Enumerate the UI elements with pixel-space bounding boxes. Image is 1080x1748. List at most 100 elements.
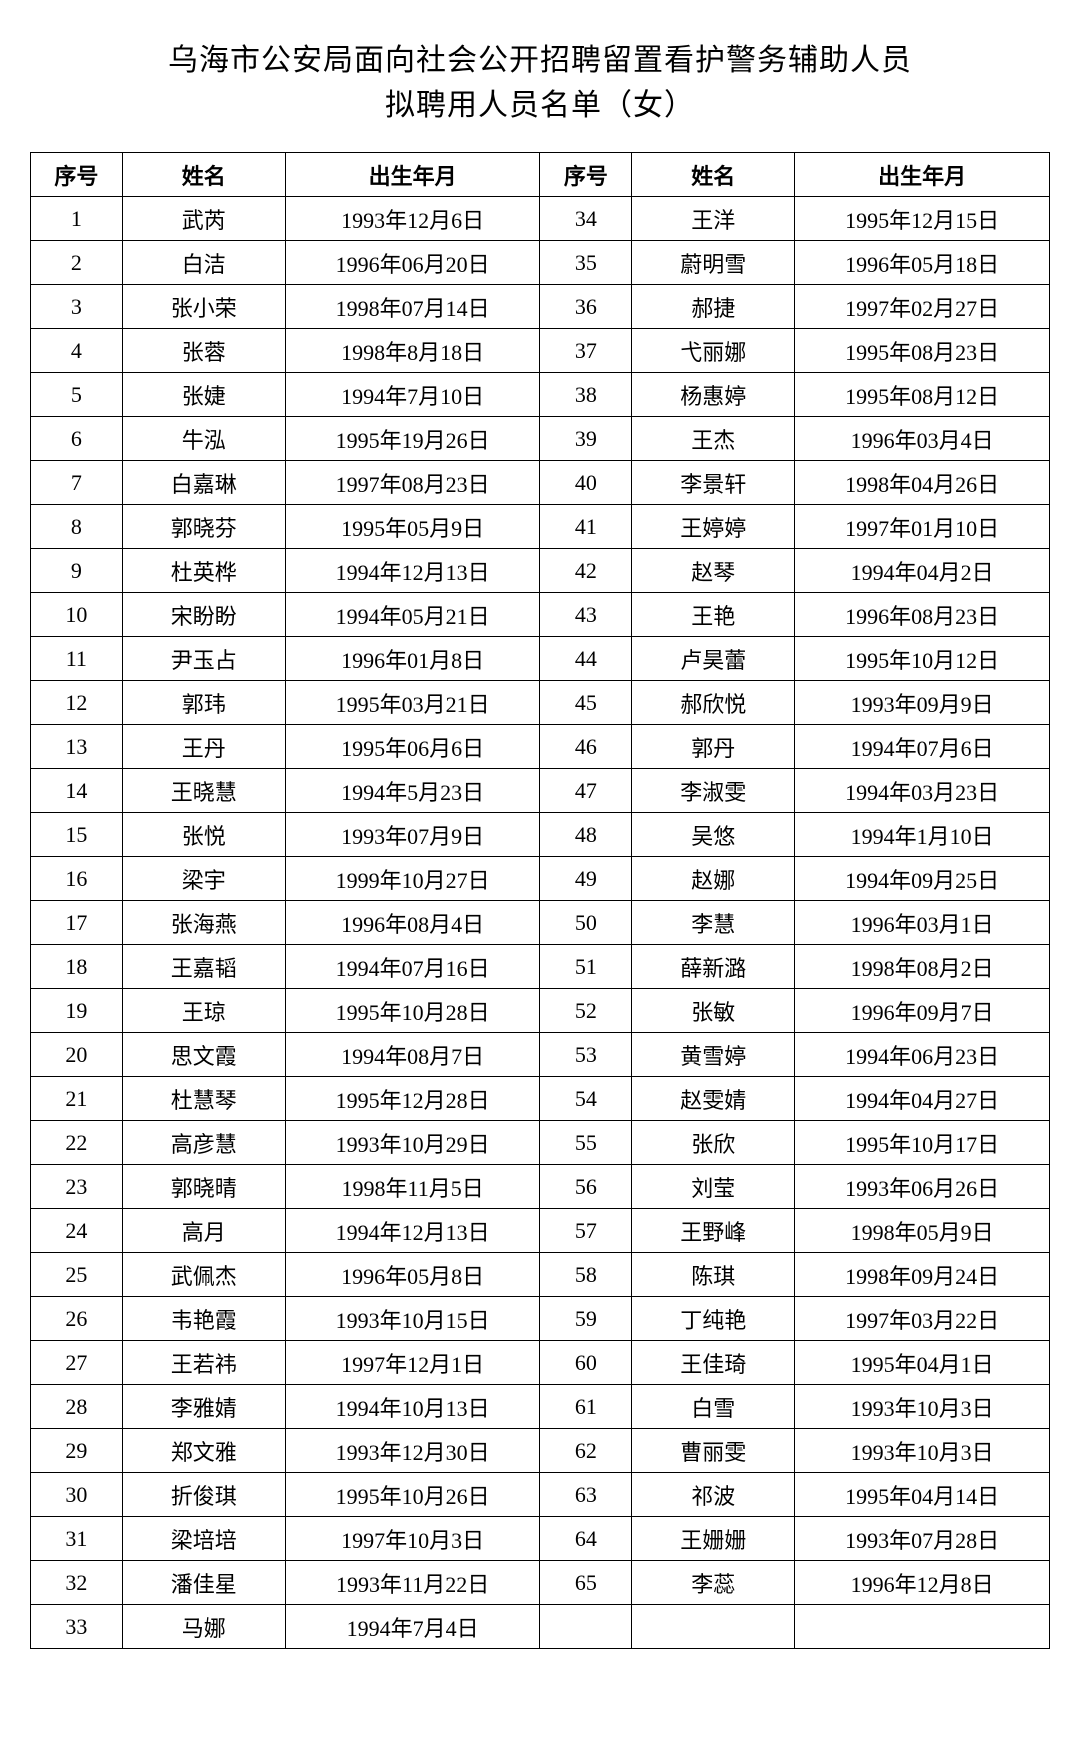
table-row: 3张小荣1998年07月14日36郝捷1997年02月27日 bbox=[31, 285, 1050, 329]
cell-dob: 1994年5月23日 bbox=[285, 769, 540, 813]
cell-index: 44 bbox=[540, 637, 632, 681]
cell-name: 赵雯婧 bbox=[632, 1077, 795, 1121]
cell-dob: 1996年03月1日 bbox=[795, 901, 1050, 945]
cell-name: 王杰 bbox=[632, 417, 795, 461]
cell-dob: 1994年07月6日 bbox=[795, 725, 1050, 769]
cell-name: 杜慧琴 bbox=[122, 1077, 285, 1121]
cell-name: 王野峰 bbox=[632, 1209, 795, 1253]
cell-dob: 1993年09月9日 bbox=[795, 681, 1050, 725]
cell-index: 43 bbox=[540, 593, 632, 637]
cell-dob: 1998年05月9日 bbox=[795, 1209, 1050, 1253]
table-row: 13王丹1995年06月6日46郭丹1994年07月6日 bbox=[31, 725, 1050, 769]
cell-index: 54 bbox=[540, 1077, 632, 1121]
cell-name: 卢昊蕾 bbox=[632, 637, 795, 681]
cell-index: 46 bbox=[540, 725, 632, 769]
cell-dob: 1995年12月28日 bbox=[285, 1077, 540, 1121]
cell-name: 赵琴 bbox=[632, 549, 795, 593]
col-name: 姓名 bbox=[632, 153, 795, 197]
table-row: 1武芮1993年12月6日34王洋1995年12月15日 bbox=[31, 197, 1050, 241]
cell-index bbox=[540, 1605, 632, 1649]
cell-name: 郭玮 bbox=[122, 681, 285, 725]
cell-index: 52 bbox=[540, 989, 632, 1033]
cell-dob: 1993年11月22日 bbox=[285, 1561, 540, 1605]
cell-name: 王洋 bbox=[632, 197, 795, 241]
cell-dob: 1996年03月4日 bbox=[795, 417, 1050, 461]
cell-index: 26 bbox=[31, 1297, 123, 1341]
cell-name: 白嘉琳 bbox=[122, 461, 285, 505]
cell-name: 武佩杰 bbox=[122, 1253, 285, 1297]
cell-index: 30 bbox=[31, 1473, 123, 1517]
cell-dob: 1995年03月21日 bbox=[285, 681, 540, 725]
cell-index: 14 bbox=[31, 769, 123, 813]
cell-index: 16 bbox=[31, 857, 123, 901]
cell-name: 杜英桦 bbox=[122, 549, 285, 593]
cell-index: 19 bbox=[31, 989, 123, 1033]
cell-index: 4 bbox=[31, 329, 123, 373]
cell-dob: 1994年05月21日 bbox=[285, 593, 540, 637]
cell-dob: 1994年09月25日 bbox=[795, 857, 1050, 901]
table-row: 24高月1994年12月13日57王野峰1998年05月9日 bbox=[31, 1209, 1050, 1253]
title-line-2: 拟聘用人员名单（女） bbox=[385, 89, 695, 122]
cell-dob: 1998年09月24日 bbox=[795, 1253, 1050, 1297]
cell-name: 丁纯艳 bbox=[632, 1297, 795, 1341]
cell-index: 61 bbox=[540, 1385, 632, 1429]
cell-index: 33 bbox=[31, 1605, 123, 1649]
cell-dob: 1995年06月6日 bbox=[285, 725, 540, 769]
cell-name: 王艳 bbox=[632, 593, 795, 637]
cell-dob: 1993年07月9日 bbox=[285, 813, 540, 857]
cell-dob: 1995年10月12日 bbox=[795, 637, 1050, 681]
cell-dob: 1995年10月26日 bbox=[285, 1473, 540, 1517]
table-row: 15张悦1993年07月9日48吴悠1994年1月10日 bbox=[31, 813, 1050, 857]
cell-name bbox=[632, 1605, 795, 1649]
cell-name: 高月 bbox=[122, 1209, 285, 1253]
table-row: 30折俊琪1995年10月26日63祁波1995年04月14日 bbox=[31, 1473, 1050, 1517]
cell-dob: 1996年09月7日 bbox=[795, 989, 1050, 1033]
cell-name: 王若祎 bbox=[122, 1341, 285, 1385]
cell-name: 郭晓晴 bbox=[122, 1165, 285, 1209]
cell-name: 马娜 bbox=[122, 1605, 285, 1649]
table-row: 29郑文雅1993年12月30日62曹丽雯1993年10月3日 bbox=[31, 1429, 1050, 1473]
cell-index: 53 bbox=[540, 1033, 632, 1077]
cell-index: 31 bbox=[31, 1517, 123, 1561]
cell-dob: 1993年12月30日 bbox=[285, 1429, 540, 1473]
cell-index: 6 bbox=[31, 417, 123, 461]
table-row: 25武佩杰1996年05月8日58陈琪1998年09月24日 bbox=[31, 1253, 1050, 1297]
cell-index: 3 bbox=[31, 285, 123, 329]
cell-index: 10 bbox=[31, 593, 123, 637]
cell-name: 蔚明雪 bbox=[632, 241, 795, 285]
table-row: 2白洁1996年06月20日35蔚明雪1996年05月18日 bbox=[31, 241, 1050, 285]
cell-dob: 1998年04月26日 bbox=[795, 461, 1050, 505]
cell-dob: 1993年07月28日 bbox=[795, 1517, 1050, 1561]
cell-index: 2 bbox=[31, 241, 123, 285]
cell-name: 李蕊 bbox=[632, 1561, 795, 1605]
cell-name: 王姗姗 bbox=[632, 1517, 795, 1561]
cell-dob: 1993年10月3日 bbox=[795, 1429, 1050, 1473]
cell-dob: 1995年10月28日 bbox=[285, 989, 540, 1033]
cell-name: 张欣 bbox=[632, 1121, 795, 1165]
cell-dob: 1996年08月23日 bbox=[795, 593, 1050, 637]
cell-dob: 1997年01月10日 bbox=[795, 505, 1050, 549]
cell-dob: 1999年10月27日 bbox=[285, 857, 540, 901]
title-line-1: 乌海市公安局面向社会公开招聘留置看护警务辅助人员 bbox=[168, 44, 912, 77]
cell-name: 梁培培 bbox=[122, 1517, 285, 1561]
table-row: 4张蓉1998年8月18日37弋丽娜1995年08月23日 bbox=[31, 329, 1050, 373]
cell-name: 郭晓芬 bbox=[122, 505, 285, 549]
cell-index: 17 bbox=[31, 901, 123, 945]
cell-name: 李雅婧 bbox=[122, 1385, 285, 1429]
cell-name: 思文霞 bbox=[122, 1033, 285, 1077]
cell-index: 63 bbox=[540, 1473, 632, 1517]
cell-index: 9 bbox=[31, 549, 123, 593]
cell-name: 梁宇 bbox=[122, 857, 285, 901]
cell-index: 28 bbox=[31, 1385, 123, 1429]
cell-index: 21 bbox=[31, 1077, 123, 1121]
cell-name: 刘莹 bbox=[632, 1165, 795, 1209]
cell-index: 39 bbox=[540, 417, 632, 461]
cell-name: 李慧 bbox=[632, 901, 795, 945]
cell-name: 祁波 bbox=[632, 1473, 795, 1517]
cell-name: 张小荣 bbox=[122, 285, 285, 329]
cell-dob: 1997年08月23日 bbox=[285, 461, 540, 505]
cell-dob: 1998年8月18日 bbox=[285, 329, 540, 373]
cell-dob: 1994年10月13日 bbox=[285, 1385, 540, 1429]
personnel-table: 序号 姓名 出生年月 序号 姓名 出生年月 1武芮1993年12月6日34王洋1… bbox=[30, 152, 1050, 1649]
cell-index: 65 bbox=[540, 1561, 632, 1605]
